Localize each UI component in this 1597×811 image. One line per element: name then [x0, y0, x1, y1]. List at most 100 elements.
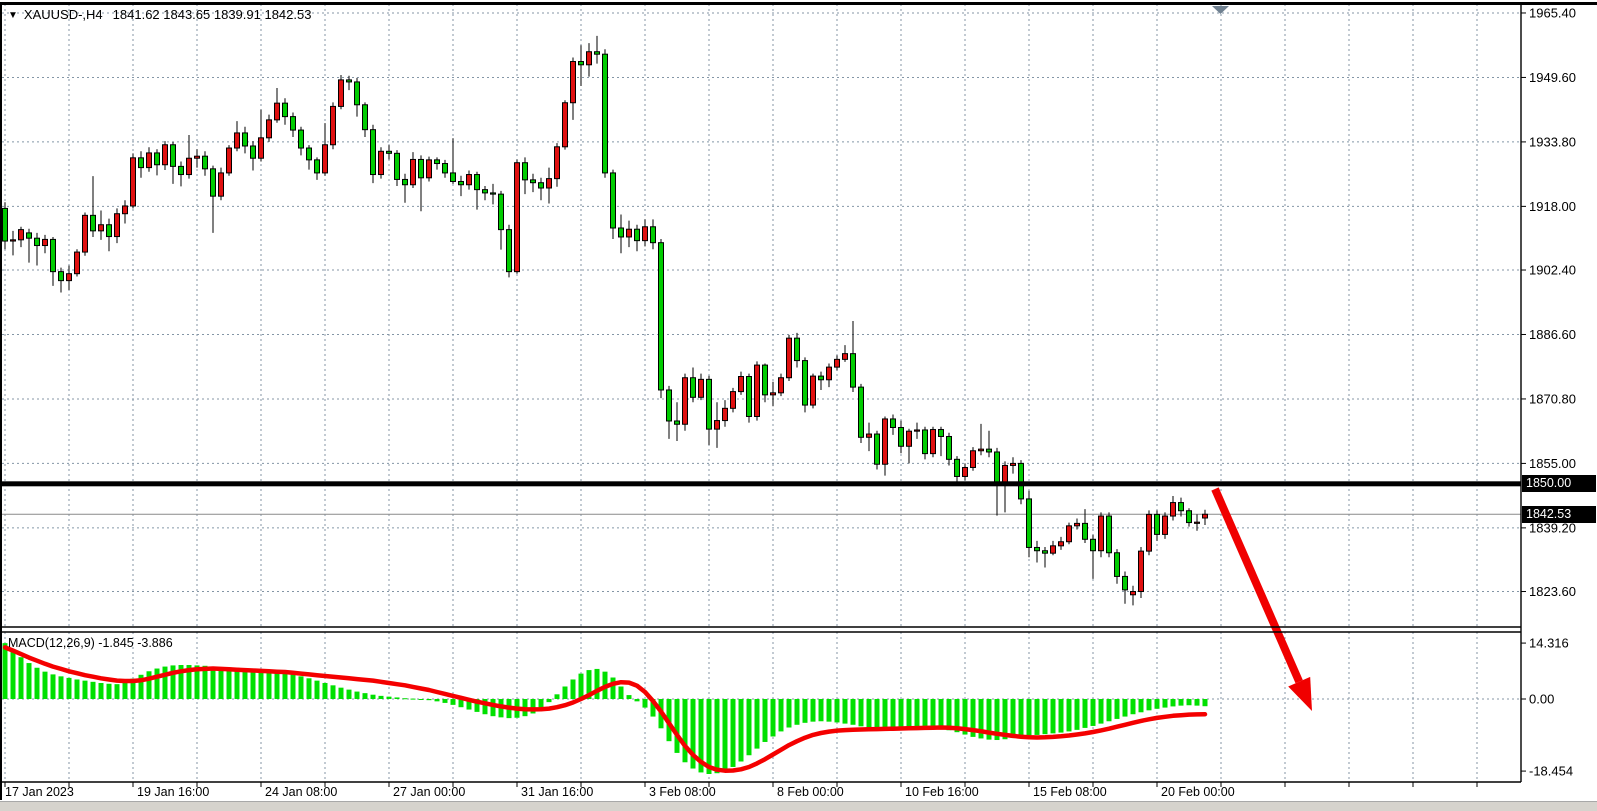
price-axis-label: 1949.60 — [1529, 70, 1576, 85]
candle — [1066, 522, 1072, 545]
macd-histogram-bar — [1010, 699, 1016, 739]
trend-arrow[interactable] — [1211, 487, 1312, 711]
candle — [522, 157, 528, 195]
macd-histogram-bar — [90, 681, 96, 699]
macd-histogram-bar — [58, 676, 64, 699]
price-axis-label: 1839.20 — [1529, 520, 1576, 535]
price-axis-label: 1855.00 — [1529, 456, 1576, 471]
candle — [906, 428, 912, 464]
candle — [138, 151, 144, 178]
candle — [50, 236, 56, 286]
candle — [970, 447, 976, 471]
candle — [2, 202, 8, 250]
candle — [426, 156, 432, 182]
macd-histogram-bar — [762, 699, 768, 742]
candle — [1114, 549, 1120, 584]
candle — [666, 385, 672, 439]
macd-histogram-bar — [1186, 699, 1192, 706]
macd-histogram-bar — [698, 699, 704, 773]
macd-histogram-bar — [106, 683, 112, 699]
horizontal-line-1850[interactable] — [2, 481, 1521, 487]
macd-histogram-bar — [738, 699, 744, 762]
macd-histogram-bar — [786, 699, 792, 728]
macd-histogram-bar — [938, 699, 944, 729]
macd-histogram-bar — [162, 666, 168, 699]
candle — [354, 77, 360, 117]
macd-histogram-bar — [978, 699, 984, 739]
macd-histogram-bar — [546, 699, 552, 703]
price-axis-label: 1918.00 — [1529, 199, 1576, 214]
candle — [1098, 512, 1104, 558]
candle — [1122, 571, 1128, 604]
macd-histogram-bar — [578, 673, 584, 699]
macd-histogram-bar — [306, 678, 312, 699]
candle — [202, 151, 208, 176]
time-axis[interactable]: 17 Jan 2023 19 Jan 16:00 24 Jan 08:00 27 Ja… — [4, 782, 1478, 799]
candle — [258, 109, 264, 162]
candle — [706, 375, 712, 446]
macd-histogram-bar — [650, 699, 656, 717]
macd-histogram-bar — [1146, 699, 1152, 711]
candle — [298, 126, 304, 156]
macd-histogram-bar — [962, 699, 968, 735]
gridlines — [2, 4, 1521, 782]
time-axis-label: 8 Feb 00:00 — [777, 785, 844, 799]
macd-histogram-bar — [618, 686, 624, 699]
macd-histogram-bar — [298, 676, 304, 699]
macd-histogram-bar — [146, 671, 152, 699]
macd-histogram-bar — [898, 699, 904, 729]
candle — [578, 45, 584, 87]
candle — [626, 220, 632, 248]
candle — [946, 432, 952, 466]
candle — [730, 387, 736, 413]
macd-histogram-bar — [1162, 699, 1168, 708]
price-axis-label: 1965.40 — [1529, 5, 1576, 20]
macd-histogram-bar — [746, 699, 752, 756]
candle — [58, 267, 64, 293]
macd-signal-line — [2, 645, 1208, 773]
candle — [410, 152, 416, 189]
candle — [1042, 547, 1048, 568]
chart-shift-marker-icon[interactable] — [1212, 6, 1229, 14]
time-axis-label: 20 Feb 00:00 — [1161, 785, 1235, 799]
macd-histogram-bar — [402, 698, 408, 700]
macd-histogram-bar — [1130, 699, 1136, 715]
symbol-dropdown-icon[interactable]: ▼ — [8, 10, 18, 21]
candle — [890, 414, 896, 435]
time-axis-label: 24 Jan 08:00 — [265, 785, 337, 799]
macd-histogram-bar — [1114, 699, 1120, 719]
price-axis-label: 1902.40 — [1529, 263, 1576, 278]
macd-histogram-bar — [882, 699, 888, 729]
macd-histogram-bar — [690, 699, 696, 769]
candle — [338, 74, 344, 110]
candle — [394, 150, 400, 186]
candle — [10, 230, 16, 256]
macd-histogram-bar — [538, 699, 544, 709]
macd-histogram-bar — [1082, 699, 1088, 728]
candle — [34, 232, 40, 266]
candle — [194, 149, 200, 168]
candle — [762, 363, 768, 403]
macd-histogram-bar — [330, 685, 336, 699]
macd-histogram-bar — [234, 667, 240, 699]
macd-histogram-bar — [426, 699, 432, 701]
macd-histogram-bar — [210, 666, 216, 699]
candle — [634, 224, 640, 252]
macd-histogram-bar — [986, 699, 992, 740]
candle — [642, 219, 648, 247]
macd-histogram-bar — [346, 689, 352, 699]
macd-histogram-bar — [874, 699, 880, 729]
candle — [474, 171, 480, 210]
candle — [826, 363, 832, 388]
macd-histogram-bar — [290, 674, 296, 699]
candle — [154, 149, 160, 176]
candle — [418, 155, 424, 212]
candle — [250, 141, 256, 171]
candle — [306, 145, 312, 170]
macd-histogram-bar — [34, 667, 40, 699]
macd-histogram-bar — [138, 674, 144, 699]
price-axis[interactable]: 1965.40 1949.60 1933.80 1918.00 1902.40 1886.… — [1521, 5, 1576, 779]
